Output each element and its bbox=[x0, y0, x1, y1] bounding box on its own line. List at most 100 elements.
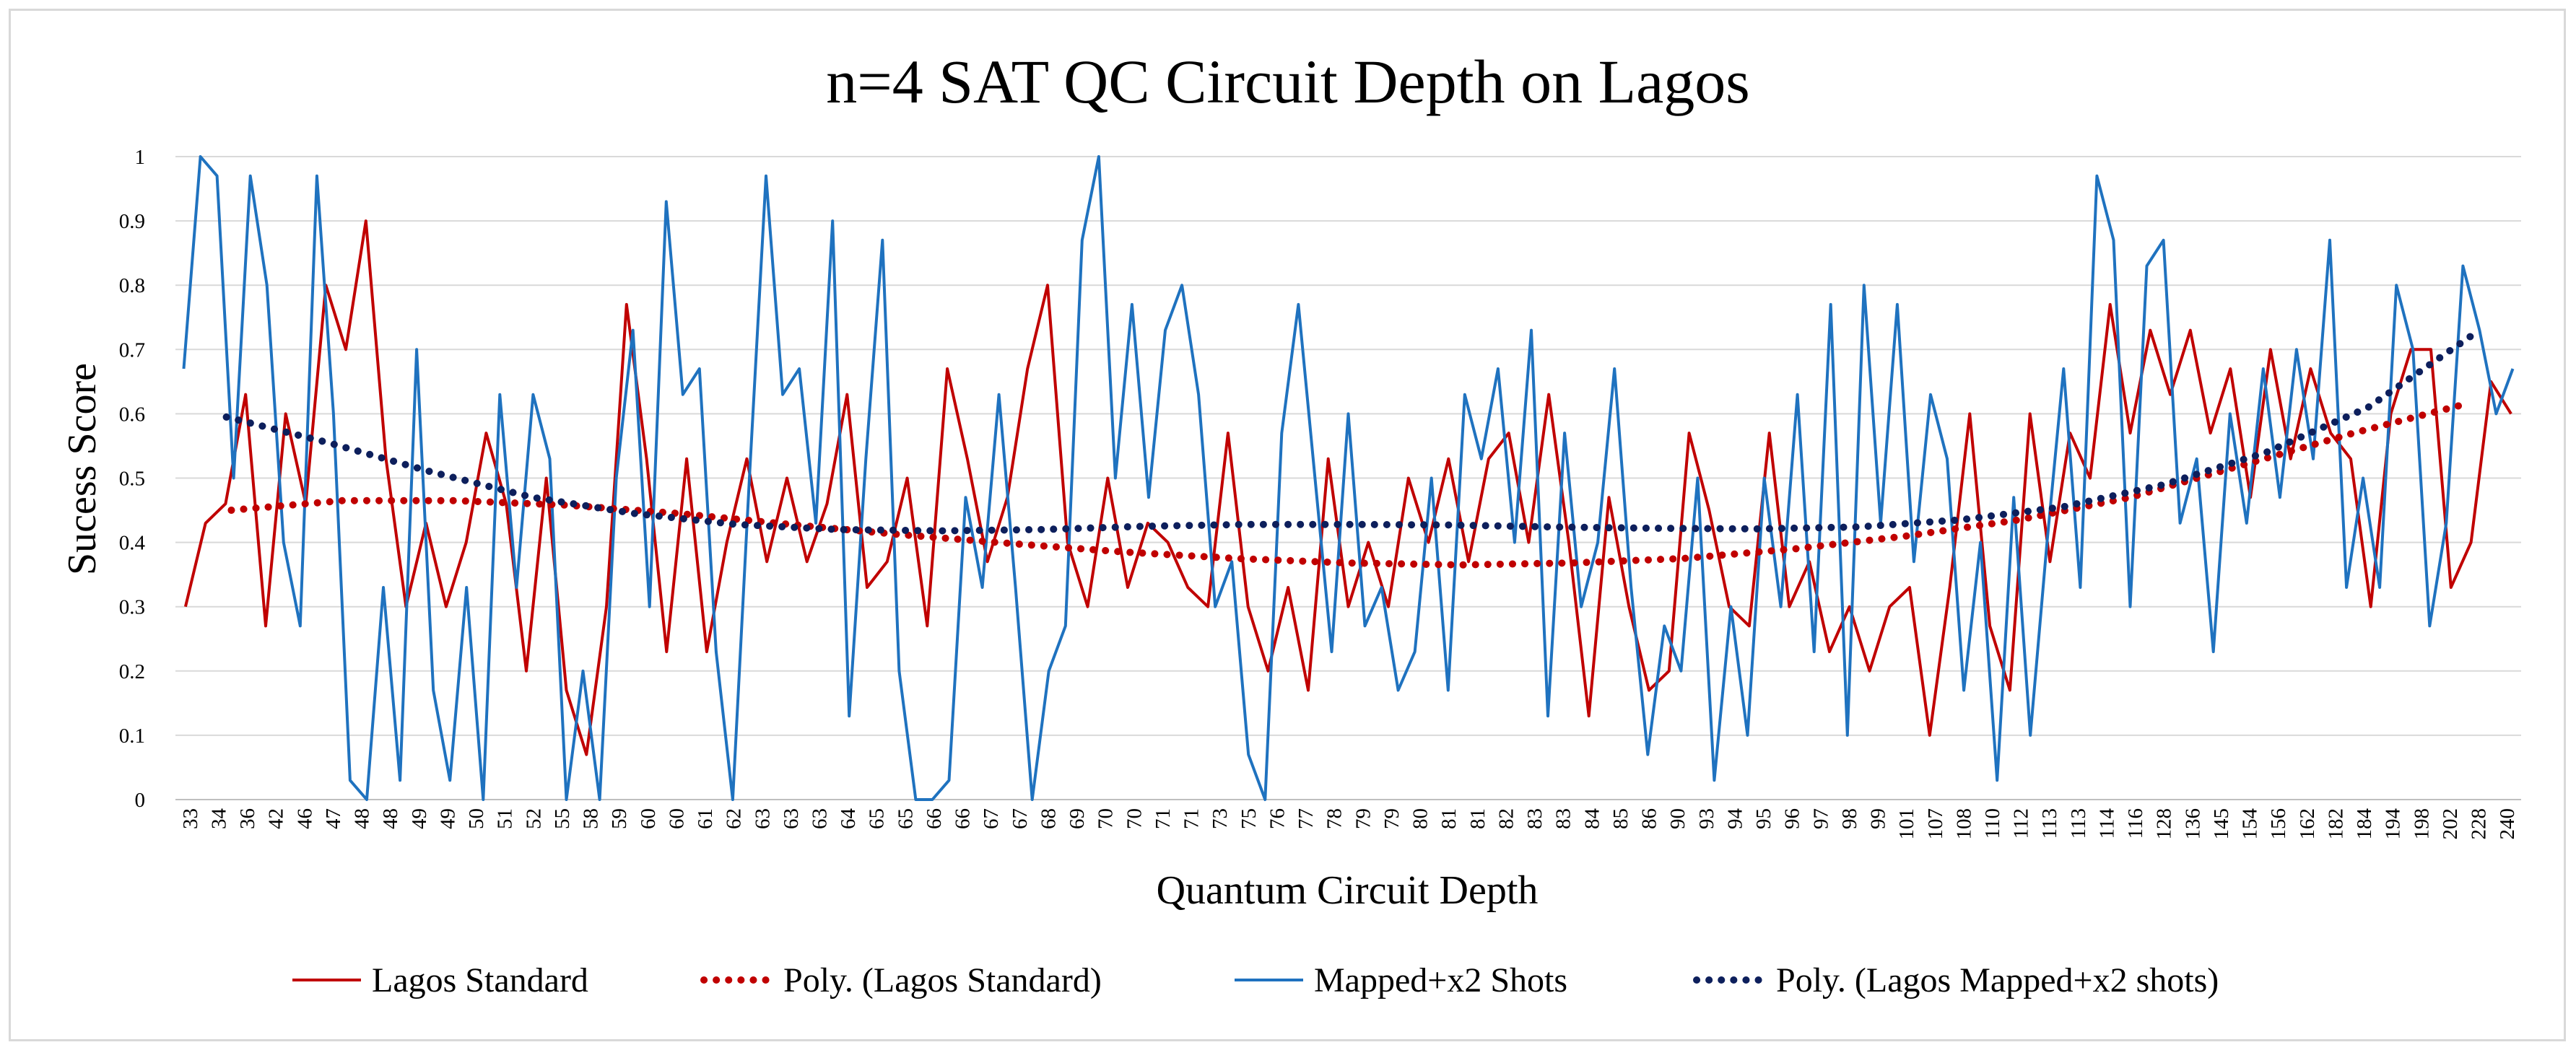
x-tick-label: 101 bbox=[1895, 808, 1918, 840]
x-tick-label: 90 bbox=[1666, 808, 1689, 829]
gridlines bbox=[175, 156, 2521, 736]
y-tick-label: 1 bbox=[135, 146, 146, 169]
x-tick-label: 62 bbox=[723, 808, 746, 829]
x-tick-label: 48 bbox=[379, 808, 402, 829]
x-tick-label: 48 bbox=[351, 808, 374, 829]
x-tick-label: 228 bbox=[2468, 808, 2491, 840]
y-tick-label: 0.3 bbox=[119, 596, 145, 619]
x-tick-label: 85 bbox=[1609, 808, 1632, 829]
x-tick-label: 64 bbox=[837, 808, 860, 830]
legend: Lagos Standard Poly. (Lagos Standard) Mapp… bbox=[292, 961, 2219, 999]
x-tick-label: 154 bbox=[2239, 808, 2262, 840]
legend-item: Poly. (Lagos Mapped+x2 shots) bbox=[1693, 961, 2219, 999]
x-tick-label: 49 bbox=[436, 808, 459, 829]
x-tick-label: 86 bbox=[1638, 808, 1661, 829]
y-tick-label: 0.9 bbox=[119, 210, 145, 233]
x-tick-label: 184 bbox=[2353, 808, 2376, 840]
x-tick-label: 77 bbox=[1294, 808, 1318, 829]
x-tick-label: 51 bbox=[494, 808, 517, 829]
x-tick-label: 96 bbox=[1781, 808, 1804, 829]
y-axis-title: Sucess Score bbox=[60, 363, 105, 575]
x-tick-label: 156 bbox=[2267, 808, 2290, 840]
x-tick-label: 108 bbox=[1952, 808, 1975, 840]
x-axis-ticks: 33 34 36 42 46 47 48 48 49 49 50 51 52 55 58 59 60 60 61 62… bbox=[179, 808, 2519, 840]
x-tick-label: 42 bbox=[265, 808, 288, 829]
x-tick-label: 61 bbox=[694, 808, 717, 829]
y-tick-label: 0.4 bbox=[119, 532, 146, 555]
legend-label: Lagos Standard bbox=[372, 961, 588, 999]
x-tick-label: 110 bbox=[1981, 808, 2004, 839]
x-tick-label: 67 bbox=[980, 808, 1003, 829]
legend-item: Lagos Standard bbox=[292, 961, 588, 999]
x-tick-label: 98 bbox=[1838, 808, 1861, 829]
x-tick-label: 97 bbox=[1809, 808, 1832, 829]
x-tick-label: 75 bbox=[1237, 808, 1261, 829]
x-tick-label: 65 bbox=[866, 808, 889, 829]
x-tick-label: 55 bbox=[551, 808, 574, 829]
x-tick-label: 93 bbox=[1695, 808, 1718, 829]
trendline-lagos-mapped bbox=[222, 333, 2474, 535]
x-tick-label: 162 bbox=[2296, 808, 2319, 840]
legend-label: Poly. (Lagos Standard) bbox=[783, 961, 1102, 999]
y-tick-label: 0.6 bbox=[119, 403, 145, 426]
legend-item: Poly. (Lagos Standard) bbox=[700, 961, 1102, 999]
x-tick-label: 113 bbox=[2038, 808, 2061, 839]
x-tick-label: 99 bbox=[1867, 808, 1890, 829]
legend-item: Mapped+x2 Shots bbox=[1235, 961, 1567, 999]
x-tick-label: 79 bbox=[1352, 808, 1375, 829]
x-tick-label: 49 bbox=[408, 808, 431, 829]
trendline-lagos-standard bbox=[227, 401, 2469, 569]
x-tick-label: 68 bbox=[1037, 808, 1060, 829]
x-tick-label: 82 bbox=[1494, 808, 1518, 829]
x-tick-label: 194 bbox=[2382, 808, 2405, 840]
y-axis-ticks: 0 0.1 0.2 0.3 0.4 0.5 0.6 0.7 0.8 0.9 1 bbox=[119, 146, 146, 812]
y-tick-label: 0.2 bbox=[119, 660, 145, 683]
x-tick-label: 136 bbox=[2181, 808, 2204, 840]
x-tick-label: 78 bbox=[1323, 808, 1346, 829]
x-tick-label: 112 bbox=[2010, 808, 2033, 839]
x-tick-label: 60 bbox=[665, 808, 688, 829]
x-tick-label: 63 bbox=[780, 808, 803, 829]
x-tick-label: 94 bbox=[1723, 808, 1746, 830]
legend-label: Mapped+x2 Shots bbox=[1314, 961, 1567, 999]
x-tick-label: 33 bbox=[179, 808, 202, 829]
y-tick-label: 0.1 bbox=[119, 725, 145, 748]
legend-label: Poly. (Lagos Mapped+x2 shots) bbox=[1776, 961, 2219, 999]
x-tick-label: 67 bbox=[1009, 808, 1032, 829]
x-tick-label: 59 bbox=[608, 808, 631, 829]
x-tick-label: 198 bbox=[2410, 808, 2433, 840]
x-tick-label: 36 bbox=[236, 808, 259, 829]
x-tick-label: 182 bbox=[2324, 808, 2347, 840]
y-tick-label: 0 bbox=[135, 789, 146, 812]
x-tick-label: 63 bbox=[808, 808, 831, 829]
x-tick-label: 113 bbox=[2067, 808, 2090, 839]
x-tick-label: 107 bbox=[1924, 808, 1947, 840]
x-tick-label: 240 bbox=[2496, 808, 2519, 840]
x-tick-label: 84 bbox=[1580, 808, 1604, 830]
x-axis-title: Quantum Circuit Depth bbox=[1157, 868, 1539, 913]
x-tick-label: 47 bbox=[322, 808, 345, 829]
x-tick-label: 128 bbox=[2153, 808, 2176, 840]
x-tick-label: 60 bbox=[637, 808, 660, 829]
x-tick-label: 50 bbox=[465, 808, 488, 829]
x-tick-label: 79 bbox=[1380, 808, 1404, 829]
x-tick-label: 66 bbox=[952, 808, 975, 829]
x-tick-label: 81 bbox=[1437, 808, 1461, 829]
x-tick-label: 81 bbox=[1466, 808, 1489, 829]
x-tick-label: 83 bbox=[1523, 808, 1546, 829]
x-tick-label: 52 bbox=[522, 808, 545, 829]
x-tick-label: 63 bbox=[751, 808, 774, 829]
series-layer bbox=[182, 155, 2515, 801]
x-tick-label: 114 bbox=[2095, 808, 2118, 839]
series-line-mapped-x2-shots bbox=[182, 155, 2515, 801]
x-tick-label: 116 bbox=[2124, 808, 2147, 839]
x-tick-label: 65 bbox=[894, 808, 917, 829]
x-tick-label: 71 bbox=[1152, 808, 1175, 829]
series-line-lagos-standard bbox=[183, 219, 2512, 756]
x-tick-label: 34 bbox=[207, 808, 230, 830]
y-tick-label: 0.8 bbox=[119, 274, 145, 297]
x-tick-label: 46 bbox=[293, 808, 316, 829]
x-tick-label: 58 bbox=[580, 808, 603, 829]
x-tick-label: 83 bbox=[1552, 808, 1575, 829]
